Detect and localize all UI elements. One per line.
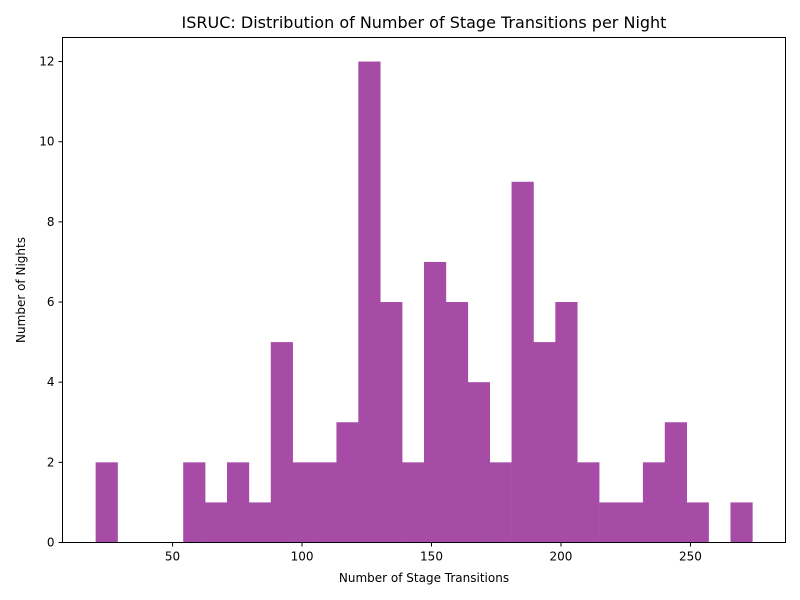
histogram-bar <box>424 261 447 543</box>
y-axis-ticks: 0 2 4 6 8 10 12 <box>39 55 63 550</box>
histogram-bar <box>489 462 512 543</box>
y-tick-label: 4 <box>47 375 55 389</box>
histogram-bar <box>533 342 556 543</box>
histogram-bar <box>686 502 709 543</box>
histogram-bar <box>555 302 578 543</box>
histogram-bar <box>358 61 381 543</box>
y-tick-label: 10 <box>39 135 54 149</box>
axes-frame <box>62 37 786 543</box>
histogram-bar <box>599 502 622 543</box>
x-tick-label: 50 <box>165 550 180 564</box>
histogram-bar <box>183 462 206 543</box>
histogram-bar <box>205 502 228 543</box>
histogram-bar <box>292 462 315 543</box>
chart-title: ISRUC: Distribution of Number of Stage T… <box>182 13 667 32</box>
x-tick-label: 150 <box>420 550 443 564</box>
x-tick-label: 250 <box>679 550 702 564</box>
histogram-bar <box>314 462 337 543</box>
histogram-bar <box>621 502 644 543</box>
histogram-bar <box>467 382 490 543</box>
x-tick-label: 100 <box>291 550 314 564</box>
y-tick-label: 2 <box>47 455 55 469</box>
histogram-bar <box>95 462 118 543</box>
histogram-bar <box>270 342 293 543</box>
y-tick-label: 8 <box>47 215 55 229</box>
histogram-bar <box>226 462 250 543</box>
bars <box>95 61 753 543</box>
histogram-bar <box>402 462 425 543</box>
histogram-bar <box>730 502 753 543</box>
histogram-bar <box>577 462 600 543</box>
x-axis-ticks: 50 100 150 200 250 <box>165 542 702 564</box>
histogram-bar <box>248 502 272 543</box>
x-axis-label: Number of Stage Transitions <box>339 571 509 585</box>
y-axis-label: Number of Nights <box>14 237 28 343</box>
histogram-bar <box>445 302 469 543</box>
histogram-bar <box>380 302 403 543</box>
histogram-bar <box>642 462 666 543</box>
histogram-bar <box>336 422 359 543</box>
y-tick-label: 6 <box>47 295 55 309</box>
y-tick-label: 12 <box>39 55 54 69</box>
y-tick-label: 0 <box>47 536 55 550</box>
histogram-bar <box>664 422 687 543</box>
x-tick-label: 200 <box>550 550 573 564</box>
histogram-bar <box>511 181 534 543</box>
